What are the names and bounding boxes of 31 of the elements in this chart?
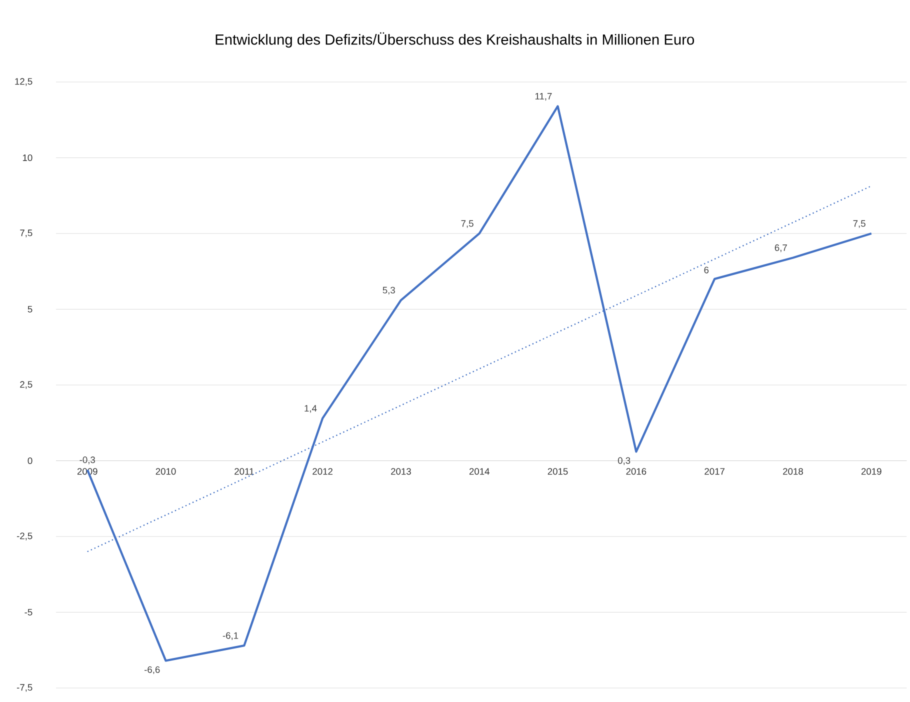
y-tick-label: 12,5	[15, 78, 32, 86]
data-label: 11,7	[535, 93, 552, 101]
data-label: 1,4	[304, 405, 317, 413]
y-tick-label: 5	[28, 306, 32, 312]
y-tick-label: 0	[28, 457, 32, 464]
y-tick-label: 7,5	[20, 230, 32, 238]
y-tick-label: -5	[24, 608, 32, 616]
x-tick-label: 2012	[312, 468, 332, 475]
data-label: 7,5	[853, 220, 866, 228]
data-label: 7,5	[461, 220, 474, 228]
y-tick-label: -2,5	[16, 532, 32, 540]
chart-title: Entwicklung des Defizits/Überschuss des Kreishaushalts in Millionen Euro	[216, 32, 694, 48]
y-tick-label: 2,5	[20, 381, 32, 389]
y-tick-label: -7,5	[16, 684, 32, 692]
data-label: 0,3	[618, 457, 630, 465]
x-tick-label: 2019	[861, 468, 882, 475]
x-tick-label: 2018	[783, 468, 803, 475]
data-label: 6	[704, 266, 709, 274]
x-tick-label: 2014	[469, 468, 490, 475]
x-tick-label: 2010	[156, 468, 176, 475]
x-tick-label: 2011	[234, 468, 254, 475]
data-label: -6,6	[144, 666, 160, 674]
y-tick-label: 10	[22, 154, 32, 162]
x-tick-label: 2013	[391, 468, 411, 475]
data-label: 6,7	[774, 244, 787, 252]
data-label: 5,3	[382, 286, 395, 295]
x-tick-label: 2017	[704, 468, 724, 475]
data-label: -6,1	[222, 632, 238, 640]
x-tick-label: 2015	[548, 468, 568, 475]
data-label: -0,3	[80, 456, 95, 464]
x-tick-label: 2016	[626, 468, 646, 475]
